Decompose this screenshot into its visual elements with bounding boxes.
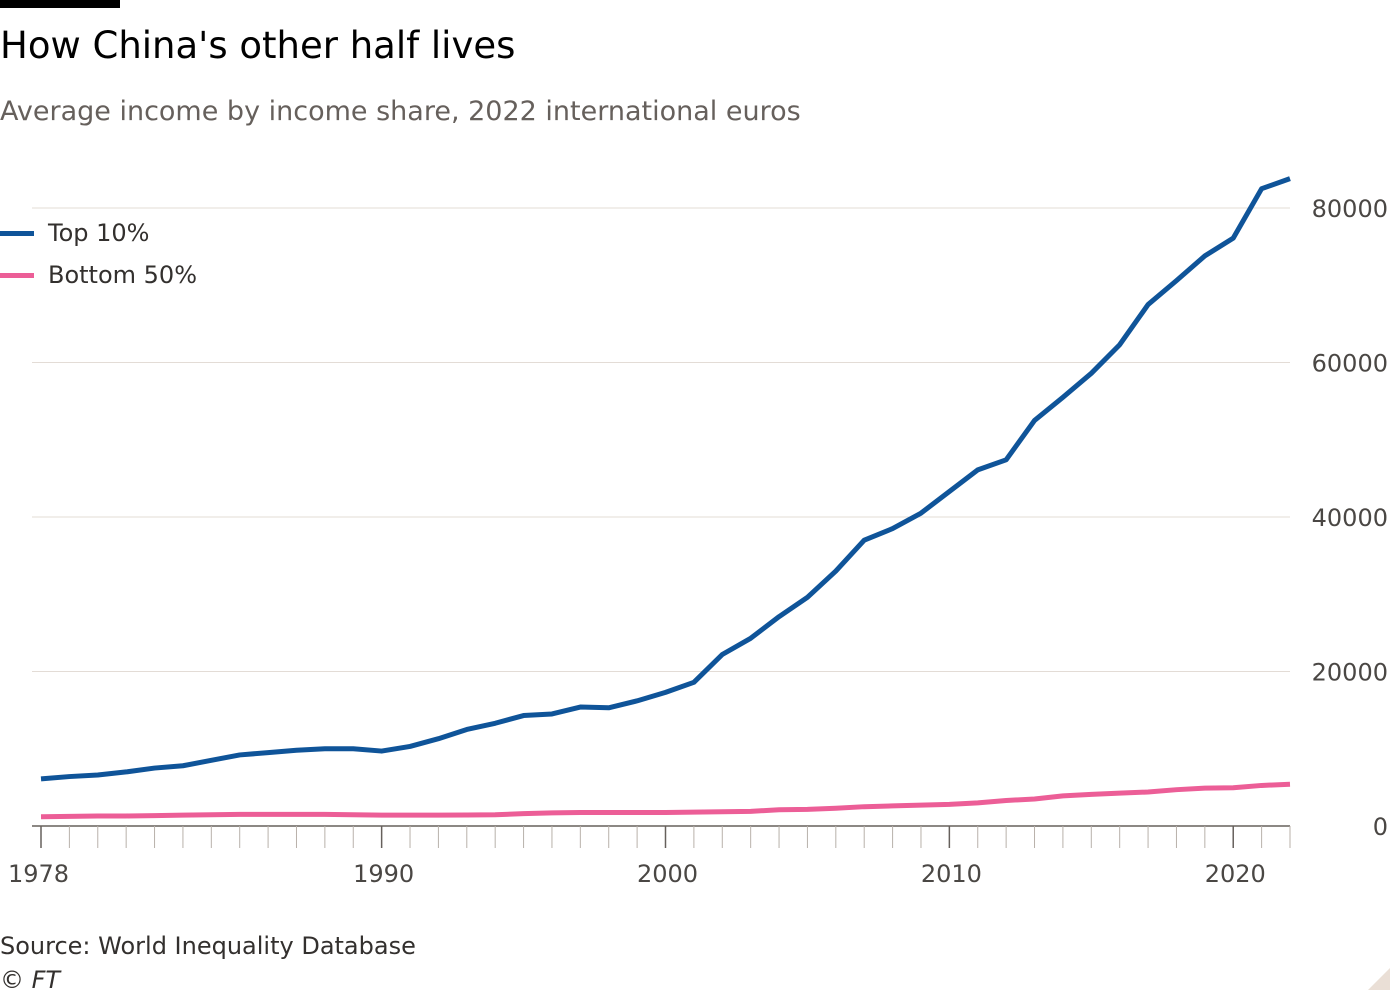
series-line-bottom-50	[40, 781, 1291, 820]
legend: Top 10% Bottom 50%	[0, 212, 197, 296]
brand-bar	[0, 0, 120, 8]
x-tick-label-1978: 1978	[8, 860, 69, 888]
copyright: © FT	[0, 966, 61, 994]
x-tick-label-2010: 2010	[921, 860, 982, 888]
x-tick-label-1990: 1990	[353, 860, 414, 888]
legend-item-top-10: Top 10%	[0, 212, 197, 254]
x-tick-label-2000: 2000	[637, 860, 698, 888]
y-tick-label-0: 0	[1373, 813, 1388, 841]
y-tick-label-80000: 80000	[1312, 195, 1388, 223]
y-tick-label-20000: 20000	[1312, 659, 1388, 687]
legend-label-top-10: Top 10%	[48, 219, 150, 247]
series-line-top-10	[40, 176, 1291, 782]
legend-label-bottom-50: Bottom 50%	[48, 261, 198, 289]
x-axis: 1978 1990 2000 2010 2020	[8, 825, 1291, 888]
legend-swatch-top-10	[0, 230, 34, 236]
corner-mark	[1368, 968, 1390, 990]
y-axis: 0 20000 40000 60000 80000	[1312, 195, 1388, 841]
legend-item-bottom-50: Bottom 50%	[0, 254, 197, 296]
chart-title: How China's other half lives	[0, 24, 516, 67]
gridlines	[32, 207, 1290, 672]
x-tick-label-2020: 2020	[1205, 860, 1266, 888]
source-note: Source: World Inequality Database	[0, 932, 416, 960]
series-lines	[40, 176, 1291, 820]
y-tick-label-40000: 40000	[1312, 504, 1388, 532]
chart-subtitle: Average income by income share, 2022 int…	[0, 96, 801, 127]
legend-swatch-bottom-50	[0, 272, 34, 278]
y-tick-label-60000: 60000	[1312, 350, 1388, 378]
